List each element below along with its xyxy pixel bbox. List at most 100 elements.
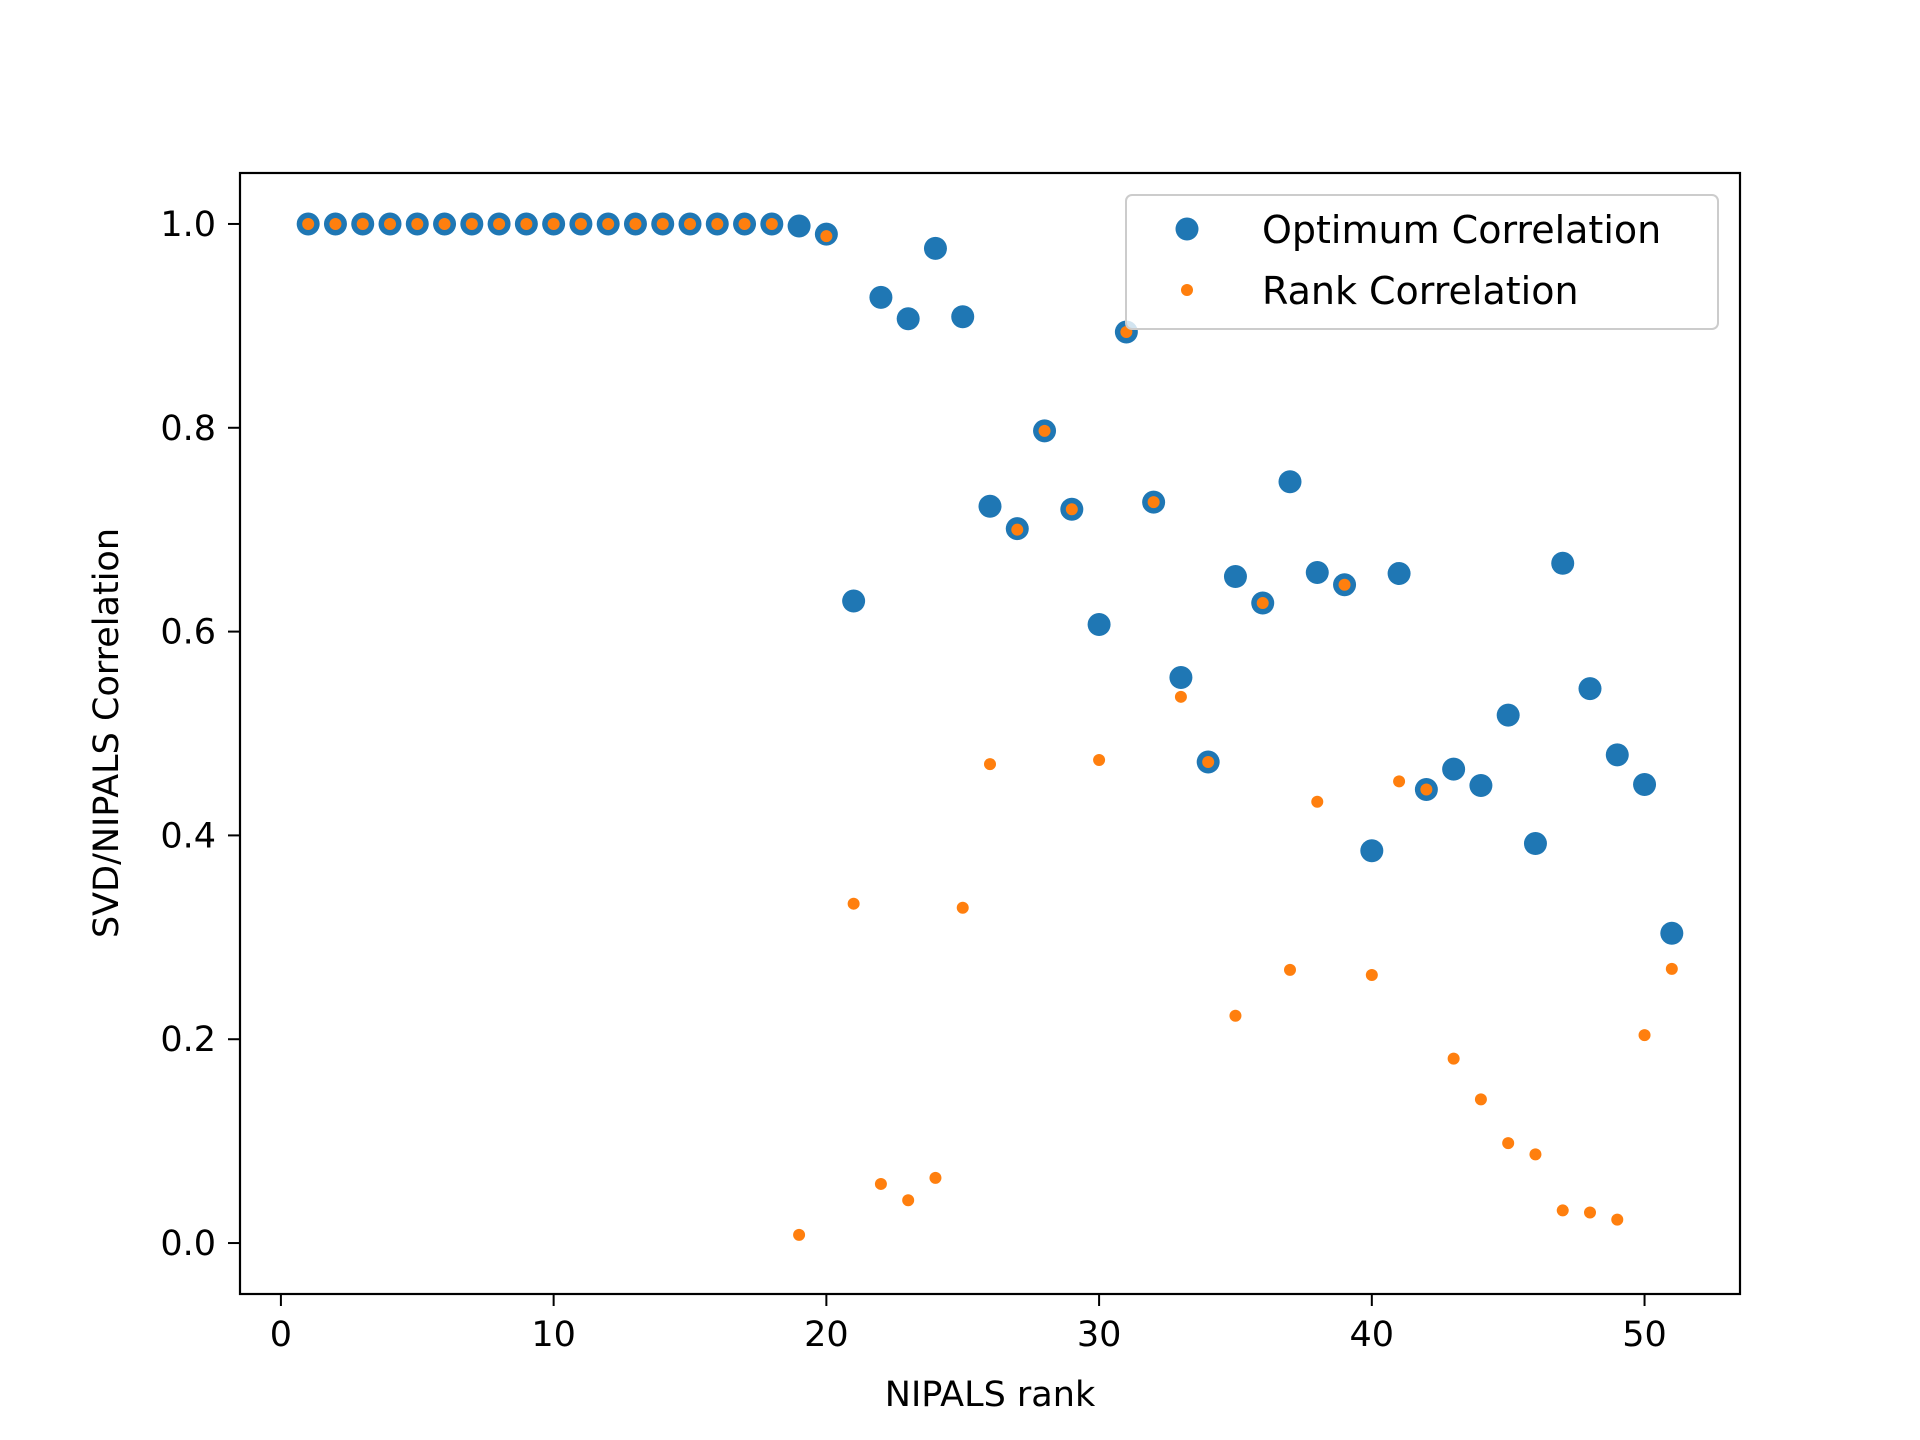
rank-point [684,217,696,230]
legend-marker-rank [1181,284,1193,296]
series-layer [296,212,1684,1241]
x-tick-label: 50 [1622,1315,1667,1355]
rank-point [329,217,342,230]
rank-point [520,217,533,230]
rank-point [984,758,996,771]
x-tick-label: 10 [531,1315,576,1355]
y-axis-label: SVD/NIPALS Correlation [87,528,127,938]
rank-point [847,897,860,910]
optimum-point [1578,677,1602,701]
optimum-point [1360,839,1384,863]
rank-point [1474,1093,1487,1106]
rank-point [1393,775,1406,788]
rank-point [1420,783,1433,796]
optimum-point [1633,772,1657,796]
rank-point [1093,753,1106,766]
rank-point [820,230,833,243]
rank-point [1529,1148,1542,1161]
y-tick-label: 0.6 [160,613,216,653]
rank-point [1638,1029,1651,1042]
legend: Optimum Correlation Rank Correlation [1125,194,1719,330]
optimum-point [1087,612,1111,636]
x-axis-label: NIPALS rank [885,1375,1096,1415]
y-tick-label: 0.8 [160,409,216,449]
x-tick-label: 20 [804,1315,849,1355]
rank-point [384,217,396,230]
rank-point [493,217,506,230]
legend-label-rank: Rank Correlation [1262,269,1579,313]
rank-point [929,1171,942,1184]
y-tick-label: 0.4 [160,816,216,856]
rank-point [1256,597,1269,610]
rank-point [765,217,778,230]
y-tick-label: 1.0 [160,205,216,245]
optimum-point [1169,665,1193,689]
rank-point [629,217,642,230]
rank-point [1229,1009,1242,1022]
rank-point [1447,1052,1460,1065]
optimum-point [1305,560,1329,584]
optimum-point [896,307,920,331]
x-tick-label: 0 [270,1315,292,1355]
optimum-point [1660,921,1684,945]
rank-point [574,217,587,230]
optimum-point [978,494,1002,518]
x-tick-label: 40 [1350,1315,1395,1355]
optimum-point [1605,743,1629,767]
optimum-point [923,236,947,260]
series-optimum-correlation [296,212,1684,945]
series-rank-correlation [302,217,1678,1241]
rank-point [1065,503,1078,516]
rank-point [956,901,969,914]
rank-point [438,217,451,230]
rank-point [547,217,560,230]
rank-point [1147,496,1160,509]
optimum-point [1551,551,1575,575]
optimum-point [1278,470,1302,494]
x-tick-label: 30 [1077,1315,1122,1355]
optimum-point [842,589,866,613]
optimum-point [951,305,975,329]
y-tick-label: 0.0 [160,1224,216,1264]
optimum-point [1223,565,1247,589]
rank-point [1584,1206,1596,1219]
rank-point [1311,795,1324,808]
optimum-point [1387,562,1411,586]
rank-point [1284,963,1296,976]
optimum-point [869,285,893,309]
rank-point [902,1194,915,1207]
rank-point [1502,1137,1515,1150]
rank-point [411,217,424,230]
optimum-point [1496,703,1520,727]
rank-point [1338,578,1351,591]
legend-frame [1125,194,1719,330]
y-tick-label: 0.2 [160,1020,216,1060]
rank-point [356,217,369,230]
rank-point [793,1228,806,1241]
rank-point [1665,962,1678,975]
rank-point [1365,969,1378,982]
rank-point [1011,523,1024,536]
rank-point [1611,1213,1624,1226]
optimum-point [1469,773,1493,797]
x-axis-ticks: 0 10 20 30 40 50 [270,1294,1667,1355]
rank-point [1556,1204,1569,1217]
rank-point [874,1177,887,1190]
rank-point [656,217,669,230]
rank-point [302,217,315,230]
optimum-point [1442,757,1466,781]
optimum-point [787,214,811,238]
optimum-point [1523,832,1547,856]
rank-point [1038,424,1051,437]
rank-point [738,217,751,230]
legend-marker-optimum [1175,217,1199,241]
rank-point [1174,690,1187,703]
legend-label-optimum: Optimum Correlation [1262,208,1661,252]
rank-point [602,217,615,230]
y-axis-ticks: 0.0 0.2 0.4 0.6 0.8 1.0 [160,205,240,1264]
plot-frame [238,171,1742,1296]
rank-point [711,217,724,230]
rank-point [465,217,478,230]
